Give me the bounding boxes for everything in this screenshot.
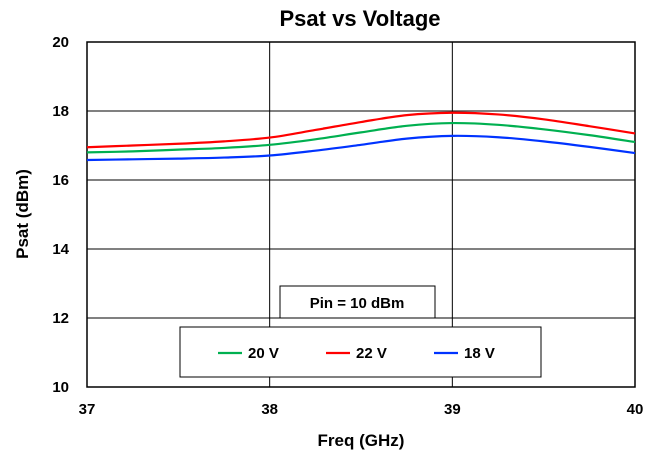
x-tick-label: 39 bbox=[444, 401, 461, 418]
x-tick-label: 40 bbox=[627, 401, 644, 418]
chart-title: Psat vs Voltage bbox=[280, 6, 441, 31]
series-line-22v bbox=[86, 111, 636, 149]
y-tick-label: 14 bbox=[52, 241, 69, 258]
annotation-text: Pin = 10 dBm bbox=[310, 295, 405, 312]
x-axis-label: Freq (GHz) bbox=[318, 431, 405, 450]
x-tick-label: 38 bbox=[261, 401, 278, 418]
tick-labels: 37 38 39 40 10 12 14 16 18 20 bbox=[52, 34, 643, 418]
legend-label-18v: 18 V bbox=[464, 345, 495, 362]
x-tick-label: 37 bbox=[79, 401, 96, 418]
y-tick-label: 12 bbox=[52, 310, 69, 327]
y-tick-label: 16 bbox=[52, 172, 69, 189]
y-tick-label: 20 bbox=[52, 34, 69, 51]
legend: 20 V 22 V 18 V bbox=[218, 345, 495, 362]
y-tick-label: 10 bbox=[52, 379, 69, 396]
plot-frame bbox=[86, 41, 636, 388]
series-layer bbox=[86, 111, 636, 162]
legend-label-22v: 22 V bbox=[356, 345, 387, 362]
series-line-20v bbox=[86, 121, 636, 154]
y-axis-label: Psat (dBm) bbox=[13, 169, 32, 259]
y-tick-label: 18 bbox=[52, 103, 69, 120]
legend-label-20v: 20 V bbox=[248, 345, 279, 362]
annotation-box bbox=[279, 285, 436, 319]
series-line-18v bbox=[86, 134, 636, 162]
